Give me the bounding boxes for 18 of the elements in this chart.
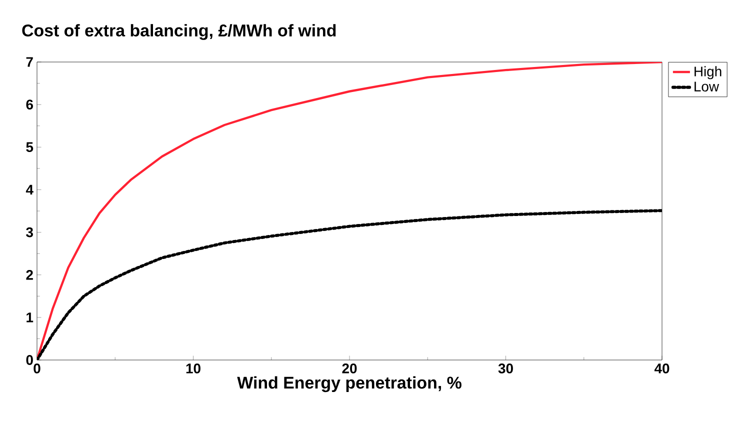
y-tick-label: 0 xyxy=(26,355,33,365)
x-tick-label: 40 xyxy=(654,364,670,374)
chart-title: Cost of extra balancing, £/MWh of wind xyxy=(22,24,336,40)
y-tick-label: 5 xyxy=(26,142,34,152)
legend-label: Low xyxy=(694,82,720,92)
y-tick-label: 2 xyxy=(26,270,33,280)
y-tick-label: 3 xyxy=(26,227,33,238)
y-tick-label: 7 xyxy=(26,57,33,67)
x-axis-title: Wind Energy penetration, % xyxy=(237,376,462,392)
y-tick-label: 1 xyxy=(26,312,34,322)
x-tick-label: 0 xyxy=(34,364,40,374)
x-tick-label: 30 xyxy=(498,364,513,374)
line-series xyxy=(37,62,662,360)
x-tick-label: 10 xyxy=(186,364,200,374)
y-tick-label: 4 xyxy=(26,184,34,195)
legend-label: High xyxy=(694,66,722,80)
x-tick-label: 20 xyxy=(342,364,357,374)
y-tick-label: 6 xyxy=(26,100,33,110)
